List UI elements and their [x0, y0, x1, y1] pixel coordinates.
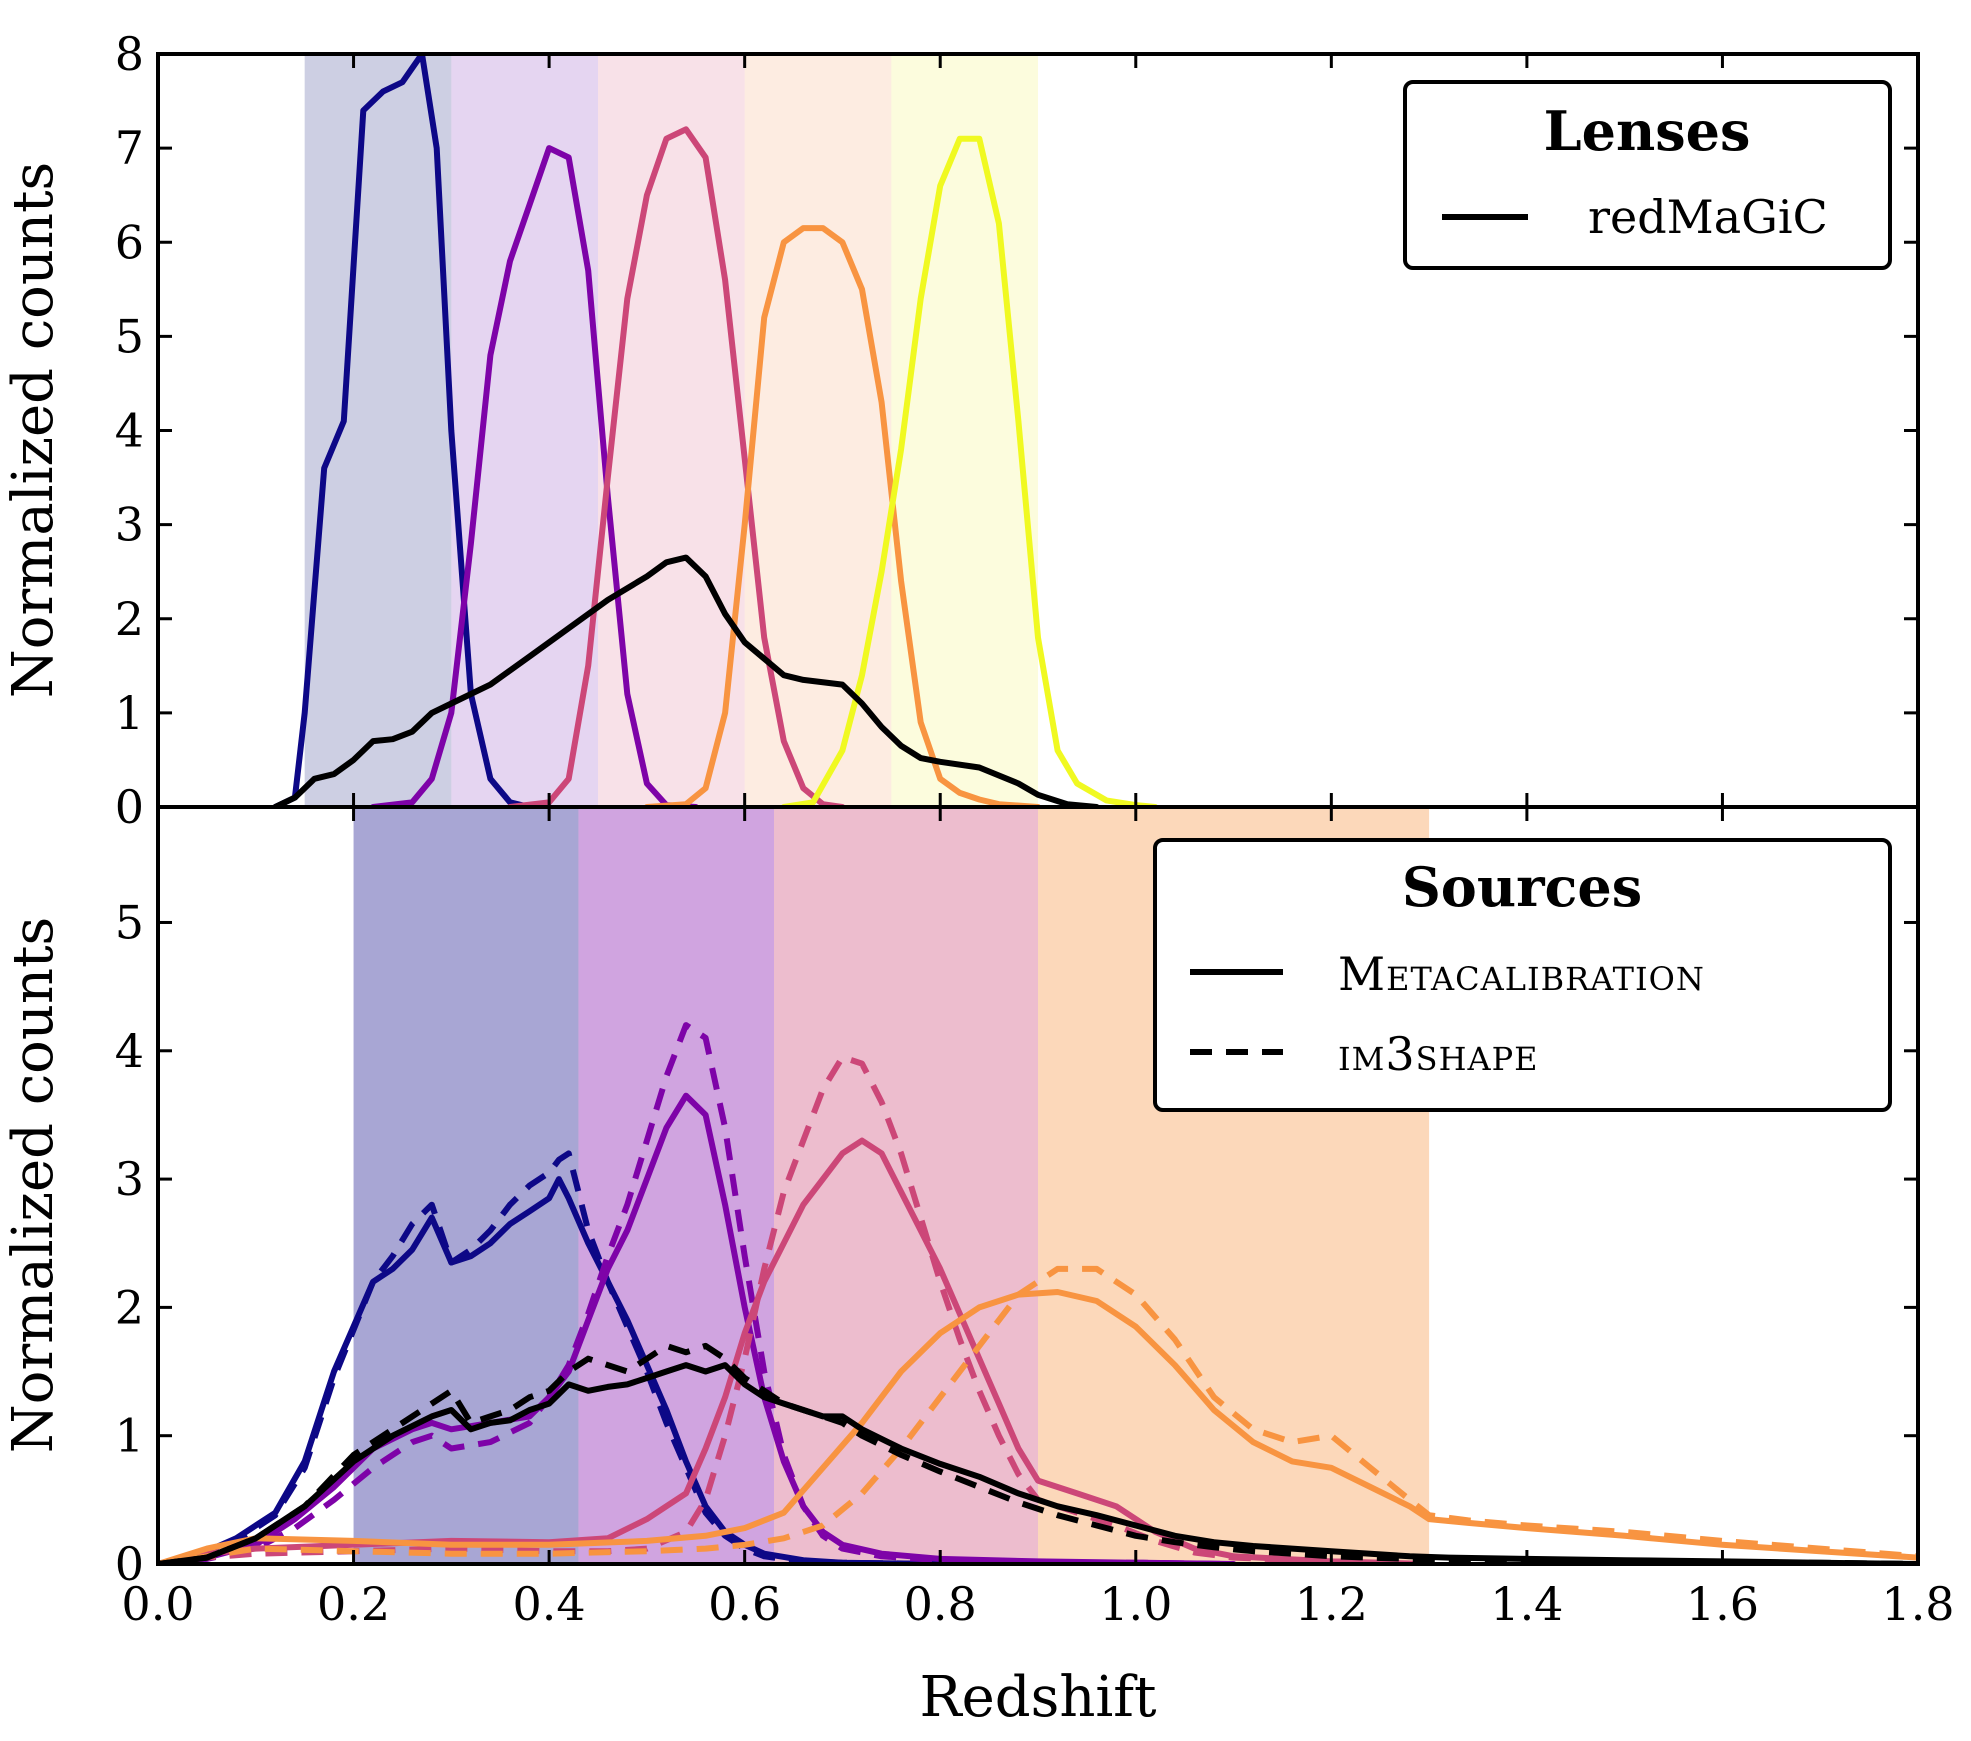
- top-y-tick-label: 3: [115, 498, 144, 552]
- top-series-redmagic-bin-2: [370, 145, 699, 807]
- bottom-legend: Sources Metacalibration im3shape: [1153, 838, 1892, 1112]
- top-y-tick-label: 5: [115, 309, 144, 363]
- bottom-series-im3shape-bin-1: [158, 1150, 941, 1564]
- top-series-redmagic-bin-1: [272, 54, 553, 807]
- bottom-y-tick-label: 1: [115, 1409, 144, 1463]
- top-y-tick-label: 4: [115, 404, 144, 458]
- top-y-tick-label: 2: [115, 592, 144, 646]
- top-y-axis-title: Normalized counts: [1, 162, 66, 699]
- bottom-legend-title: Sources: [1402, 855, 1642, 919]
- top-y-tick-label: 1: [115, 686, 144, 740]
- top-redshift-bins: [304, 54, 1038, 807]
- bottom-legend-label-metacalibration: Metacalibration: [1338, 947, 1705, 1001]
- top-y-tick-label: 6: [115, 215, 144, 269]
- x-tick-label: 1.6: [1686, 1577, 1759, 1631]
- top-legend: Lenses redMaGiC: [1403, 80, 1892, 270]
- top-panel: 0 1 2 3 4 5 6 7 8 Normalized counts Lenses redMa…: [1, 27, 1920, 834]
- x-tick-label: 1.2: [1295, 1577, 1368, 1631]
- bottom-series-im3shape-bin-3: [158, 1054, 1430, 1564]
- bottom-series-im3shape-bin-2: [158, 1022, 1234, 1564]
- x-tick-label: 0.8: [904, 1577, 977, 1631]
- bottom-x-ticks: 0.0 0.2 0.4 0.6 0.8 1.0 1.2 1.4 1.6 1.8: [121, 807, 1955, 1631]
- bottom-legend-box: [1153, 838, 1892, 1112]
- bottom-y-tick-label: 3: [115, 1152, 144, 1206]
- top-bin-band-4: [744, 54, 892, 807]
- bottom-legend-label-im3shape: im3shape: [1338, 1027, 1539, 1081]
- top-series-redmagic-bin-3: [507, 126, 846, 807]
- bottom-series-metacalibration-bin-3: [158, 1137, 1433, 1564]
- bottom-bin-band-1: [353, 807, 579, 1564]
- x-tick-label: 0.6: [708, 1577, 781, 1631]
- top-y-ticks: 0 1 2 3 4 5 6 7 8: [115, 27, 1918, 834]
- x-tick-label: 1.4: [1490, 1577, 1563, 1631]
- bottom-y-tick-label: 0: [115, 1537, 144, 1591]
- x-tick-label: 1.8: [1881, 1577, 1954, 1631]
- top-bin-band-1: [304, 54, 452, 807]
- top-bin-band-5: [891, 54, 1038, 807]
- bottom-y-ticks: 0 1 2 3 4 5: [115, 895, 1918, 1591]
- bottom-y-tick-label: 2: [115, 1280, 144, 1334]
- top-series-redmagic-total: [272, 554, 1100, 807]
- x-tick-label: 1.0: [1099, 1577, 1172, 1631]
- bottom-y-tick-label: 4: [115, 1024, 144, 1078]
- bottom-series-lines: [158, 1022, 1918, 1564]
- top-series-redmagic-bin-5: [780, 135, 1159, 807]
- top-y-tick-label: 0: [115, 780, 144, 834]
- x-tick-label: 0.2: [317, 1577, 390, 1631]
- top-legend-box: [1403, 80, 1892, 270]
- bottom-y-axis-title: Normalized counts: [1, 917, 66, 1454]
- top-y-tick-label: 8: [115, 27, 144, 81]
- top-legend-label: redMaGiC: [1588, 190, 1828, 244]
- bottom-panel: 0 1 2 3 4 5 0.0 0.2 0.4 0.6 0.8 1.0 1.2 1.4 1.6 1.8 No…: [1, 807, 1955, 1730]
- bottom-plot-frame: [156, 805, 1920, 1566]
- x-tick-label: 0.4: [513, 1577, 586, 1631]
- bottom-y-tick-label: 5: [115, 895, 144, 949]
- top-series-lines: [272, 54, 1159, 807]
- top-y-tick-label: 7: [115, 121, 144, 175]
- top-series-redmagic-bin-4: [643, 225, 1041, 807]
- bottom-series-im3shape-bin-4: [158, 1265, 1918, 1564]
- top-legend-title: Lenses: [1544, 99, 1751, 163]
- x-axis-title: Redshift: [919, 1665, 1157, 1730]
- x-tick-label: 0.0: [121, 1577, 194, 1631]
- top-bin-band-3: [598, 54, 745, 807]
